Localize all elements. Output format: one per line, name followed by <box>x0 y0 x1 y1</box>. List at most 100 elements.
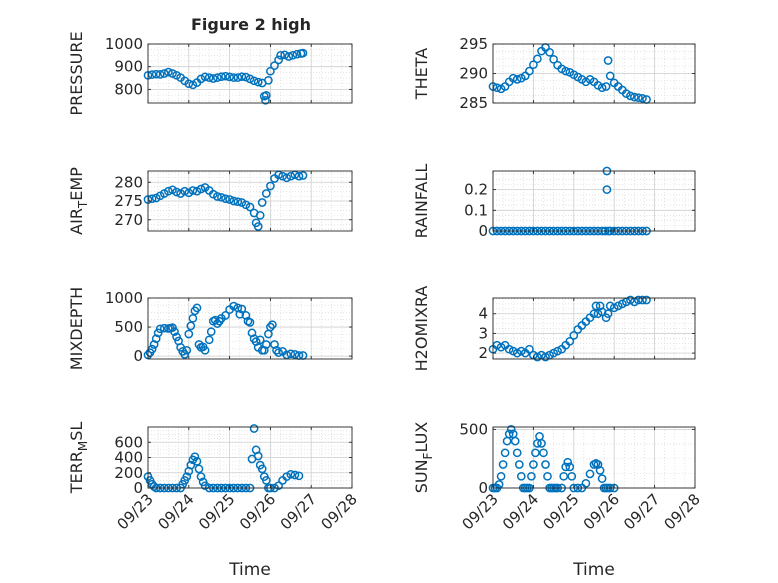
y-axis-label-tail: EMP <box>67 167 86 201</box>
data-point <box>294 171 304 181</box>
tick-marks <box>147 43 353 103</box>
data-point <box>514 460 524 469</box>
data-point <box>186 460 196 470</box>
data-point <box>642 295 651 305</box>
data-point <box>196 74 206 84</box>
y-axis-label-main: AIR <box>67 208 86 235</box>
y-tick-label: 0 <box>478 479 488 497</box>
data-point <box>266 322 275 332</box>
y-tick-label: 275 <box>114 192 143 210</box>
data-point <box>539 448 548 458</box>
data-point <box>290 470 300 480</box>
data-point <box>567 471 577 481</box>
tick-marks <box>492 427 696 489</box>
data-point <box>282 350 292 360</box>
data-point <box>298 171 308 180</box>
subplot-2: 285 290 295 THETA <box>412 35 696 112</box>
data-point <box>276 50 285 60</box>
data-point <box>164 67 173 77</box>
y-tick-label: 0.2 <box>464 181 488 199</box>
y-tick-label: 295 <box>459 35 488 53</box>
data-point <box>180 186 190 196</box>
data-point <box>147 70 157 79</box>
data-point <box>280 50 290 60</box>
data-point <box>149 482 159 491</box>
data-point <box>541 460 550 469</box>
data-point <box>249 424 259 433</box>
data-point <box>601 82 611 91</box>
data-point <box>261 340 271 349</box>
data-point <box>630 92 639 102</box>
subplot-4: 0 0.1 0.2 RAINFALL <box>412 164 696 240</box>
data-point <box>602 185 612 194</box>
y-tick-label: 2 <box>478 344 488 362</box>
y-tick-label: 0 <box>133 479 143 497</box>
data-point <box>184 329 194 339</box>
series-points <box>143 301 308 360</box>
data-point <box>225 195 234 204</box>
data-point <box>537 439 546 448</box>
data-point <box>527 471 536 481</box>
y-axis-label: MIXDEPTH <box>67 287 86 370</box>
data-point <box>194 464 204 474</box>
data-point <box>531 448 540 458</box>
data-point <box>553 346 562 356</box>
tick-marks <box>492 171 696 232</box>
y-axis-label: PRESSURE <box>67 31 86 115</box>
data-point <box>284 52 294 61</box>
data-point <box>164 186 173 196</box>
data-point <box>155 324 165 334</box>
data-point <box>168 323 177 332</box>
y-axis-label-tail: LUX <box>412 422 431 453</box>
data-point <box>245 202 255 212</box>
axes-frame <box>492 170 696 232</box>
data-point <box>192 456 202 466</box>
data-point <box>581 478 591 488</box>
figure-title: Figure 2 high <box>191 15 311 34</box>
series-points <box>488 295 651 362</box>
data-point <box>257 198 267 207</box>
y-axis-label-main: SUN <box>412 459 431 493</box>
data-point <box>151 69 161 79</box>
data-point <box>498 460 508 469</box>
y-axis-label: SUNFLUX <box>412 422 435 494</box>
y-tick-label: 500 <box>459 420 488 438</box>
data-point <box>634 295 643 305</box>
data-point <box>261 95 270 105</box>
tick-marks <box>492 298 696 359</box>
axes-frame <box>147 297 353 360</box>
data-point <box>500 448 510 458</box>
y-axis-label-main: TERR <box>67 451 86 494</box>
data-point <box>286 469 296 479</box>
data-point <box>266 181 275 191</box>
y-tick-label: 500 <box>114 318 143 336</box>
y-axis-label-sub: M <box>76 441 90 451</box>
data-point <box>204 73 214 82</box>
data-point <box>512 348 522 358</box>
data-point <box>186 321 196 331</box>
y-tick-label: 0 <box>133 347 143 365</box>
subplot-5: 0 500 1000 MIXDEPTH <box>67 287 353 370</box>
data-point <box>268 320 277 330</box>
axes-frame <box>492 426 696 489</box>
data-point <box>638 93 647 103</box>
data-point <box>290 350 300 359</box>
data-point <box>217 72 226 82</box>
data-point <box>506 424 516 434</box>
data-point <box>266 66 275 76</box>
y-axis-label-tail: SL <box>67 422 86 441</box>
data-point <box>282 173 292 183</box>
data-point <box>504 429 514 439</box>
data-point <box>529 60 538 70</box>
data-point <box>561 66 571 76</box>
data-point <box>292 49 302 59</box>
plot-area <box>148 44 352 103</box>
series-points <box>488 43 651 104</box>
data-point <box>204 335 214 345</box>
data-point <box>153 328 163 338</box>
data-point <box>278 171 287 181</box>
data-point <box>541 352 550 362</box>
data-point <box>603 309 613 319</box>
data-point <box>294 471 304 481</box>
